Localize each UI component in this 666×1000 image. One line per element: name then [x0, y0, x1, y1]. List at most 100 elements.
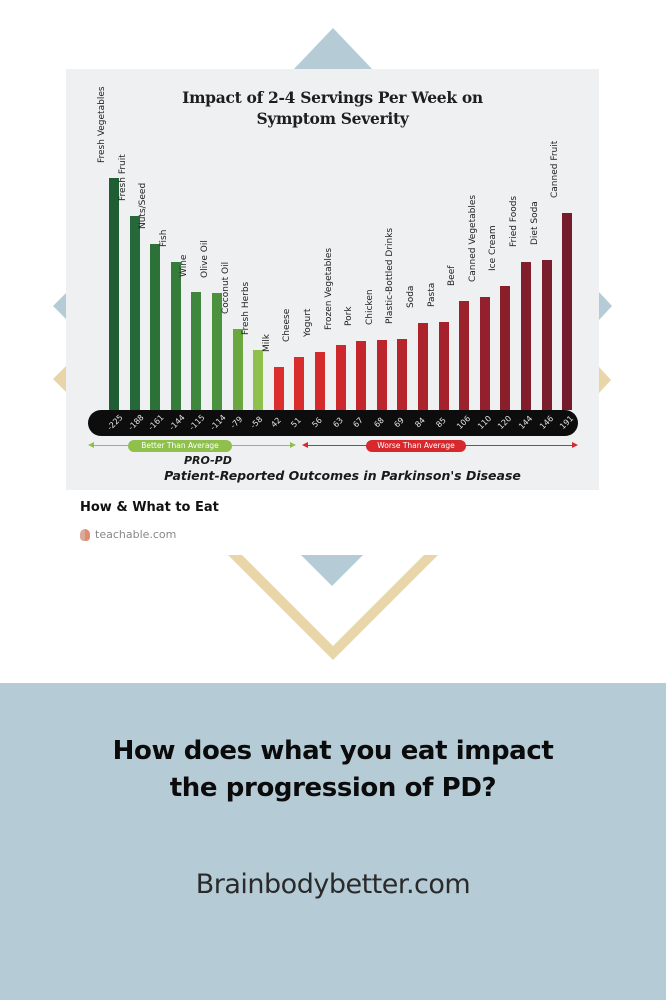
bar-column: Fish	[159, 229, 181, 410]
decor-triangle-right-blue	[599, 292, 612, 320]
value-label: -188	[126, 412, 146, 433]
bar-column: Canned Fruit	[550, 141, 573, 410]
bar	[315, 352, 325, 410]
value-label: -114	[208, 412, 228, 433]
arrow-left-icon	[88, 442, 94, 448]
range-worse: Worse Than Average	[302, 440, 578, 452]
bar	[376, 339, 387, 410]
value-label: 106	[455, 413, 473, 432]
range-better-label: Better Than Average	[128, 440, 232, 452]
bar-column: Canned Vegetables	[468, 195, 490, 410]
footer-subtitle: Patient-Reported Outcomes in Parkinson's…	[164, 468, 521, 483]
bar	[232, 328, 243, 410]
bar	[335, 345, 346, 410]
range-worse-label: Worse Than Average	[366, 440, 466, 452]
chart-card[interactable]: Impact of 2-4 Servings Per Week on Sympt…	[66, 69, 599, 490]
decor-triangle-bottom	[301, 555, 363, 586]
decor-triangle-left-blue	[53, 292, 67, 320]
arrow-left-icon	[302, 442, 308, 448]
value-label: 42	[269, 415, 283, 430]
bar	[129, 216, 140, 410]
bar-column: Fresh Herbs	[241, 282, 264, 410]
bar-column: Fresh Fruit	[118, 155, 140, 410]
arrow-right-icon	[290, 442, 296, 448]
bar	[521, 261, 531, 410]
source-domain: teachable.com	[95, 528, 177, 541]
arrow-right-icon	[572, 442, 578, 448]
bar	[418, 323, 428, 410]
decor-triangle-left-gold	[53, 366, 66, 392]
value-label: -161	[146, 412, 166, 433]
decor-chevron-icon	[228, 555, 438, 660]
bar	[541, 259, 552, 410]
value-label: 69	[392, 415, 407, 430]
value-label: 84	[413, 415, 427, 430]
bar-column: Fresh Vegetables	[97, 87, 119, 410]
bar-column: Plastic-Bottled Drinks	[385, 228, 408, 410]
chart-title: Impact of 2-4 Servings Per Week on Sympt…	[66, 87, 599, 129]
headline: How does what you eat impact the progres…	[0, 733, 666, 807]
value-label: -115	[187, 412, 208, 433]
bar	[562, 213, 573, 410]
value-label: -79	[228, 414, 244, 431]
bar	[397, 338, 408, 410]
headline-line-2: the progression of PD?	[169, 773, 497, 803]
value-label: 144	[517, 413, 535, 432]
site-link[interactable]: Brainbodybetter.com	[195, 869, 471, 900]
bar-column: Cheese	[282, 309, 305, 410]
value-label: -58	[248, 414, 265, 431]
value-label: 120	[496, 413, 514, 432]
bar	[356, 341, 367, 410]
brain-icon	[80, 528, 90, 541]
bar-column: Beef	[447, 265, 470, 410]
bar-column: Pasta	[427, 283, 449, 410]
value-label: 63	[330, 415, 345, 430]
bar-column: Diet Soda	[530, 201, 552, 410]
bar-column: Nuts/Seed	[138, 183, 161, 410]
value-label: 85	[433, 415, 448, 430]
bar-chart-plot: Fresh Vegetables Fresh Fruit Nuts/Seed Fish…	[66, 69, 599, 490]
value-label: 146	[537, 413, 555, 432]
link-source[interactable]: teachable.com	[80, 528, 176, 541]
bar	[459, 300, 470, 410]
bar	[212, 292, 222, 410]
bar-column: Coconut Oil	[221, 262, 243, 410]
value-label: 191	[558, 413, 576, 432]
value-label: 56	[310, 415, 324, 430]
bar-column: Fried Foods	[509, 196, 531, 410]
value-label: 68	[372, 415, 386, 430]
chart-title-line-2: Symptom Severity	[256, 109, 409, 128]
value-label: 67	[351, 415, 366, 430]
value-strip: -225 -188 -161 -144 -115 -114 -79 -58 42 51 56 63 67…	[88, 410, 578, 436]
value-label: -225	[105, 412, 125, 433]
decor-triangle-right-gold	[599, 367, 611, 393]
bar	[253, 350, 264, 410]
range-better: Better Than Average	[88, 440, 296, 452]
value-label: 110	[475, 413, 494, 432]
bar	[191, 291, 202, 410]
value-label: 51	[289, 415, 304, 430]
bar-column: Milk	[262, 334, 284, 410]
chart-title-line-1: Impact of 2-4 Servings Per Week on	[182, 88, 483, 107]
bar-column: Soda	[406, 286, 428, 410]
bar	[170, 261, 181, 410]
bar-column: Olive Oil	[200, 240, 222, 410]
bar	[109, 178, 119, 410]
bar	[479, 296, 490, 410]
bar	[438, 322, 449, 410]
bar-column: Wine	[179, 254, 202, 410]
decor-triangle-top	[293, 28, 373, 70]
bar-column: Chicken	[365, 289, 387, 410]
banner: How does what you eat impact the progres…	[0, 683, 666, 1000]
link-title[interactable]: How & What to Eat	[80, 500, 219, 515]
headline-line-1: How does what you eat impact	[112, 736, 554, 766]
footer-title: PRO-PD	[184, 454, 232, 467]
bar-column: Frozen Vegetables	[324, 248, 346, 410]
bar	[150, 244, 161, 410]
bar	[273, 366, 284, 410]
bar-column: Ice Cream	[488, 226, 511, 410]
bar-column: Pork	[344, 306, 367, 410]
bar-column: Yogurt	[303, 309, 325, 410]
value-label: -144	[167, 412, 187, 433]
bar	[500, 286, 511, 410]
